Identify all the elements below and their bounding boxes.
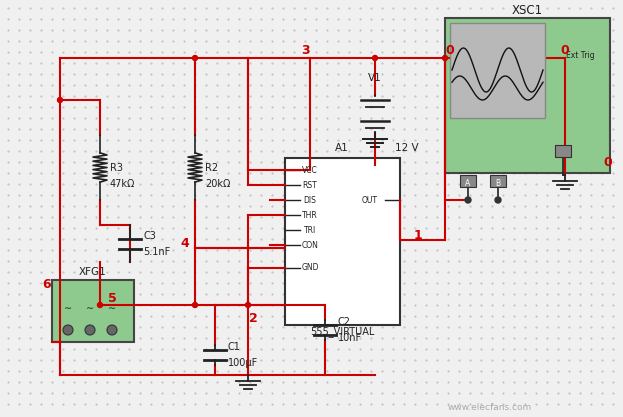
Text: TRI: TRI (304, 226, 316, 234)
Text: ∼: ∼ (64, 303, 72, 313)
Text: 0: 0 (561, 43, 569, 56)
Text: 100μF: 100μF (228, 358, 259, 368)
Text: A: A (465, 178, 470, 188)
Bar (285, 158, 400, 325)
Text: RST: RST (303, 181, 317, 189)
Bar (450, 23, 545, 118)
Circle shape (245, 302, 250, 307)
Circle shape (465, 197, 471, 203)
Circle shape (107, 325, 117, 335)
Circle shape (57, 98, 62, 103)
Circle shape (98, 302, 103, 307)
Circle shape (193, 302, 197, 307)
Bar (555, 145, 571, 157)
Text: C1: C1 (228, 342, 241, 352)
Text: 12 V: 12 V (395, 143, 419, 153)
Text: DIS: DIS (303, 196, 316, 204)
Text: www.elecfans.com: www.elecfans.com (448, 404, 532, 412)
Text: 20kΩ: 20kΩ (205, 178, 231, 188)
Text: ∼: ∼ (108, 303, 116, 313)
Text: VCC: VCC (302, 166, 318, 174)
Text: 10nF: 10nF (338, 333, 362, 343)
Text: 47kΩ: 47kΩ (110, 178, 135, 188)
Text: 555_VIRTUAL: 555_VIRTUAL (310, 327, 374, 337)
Text: 5: 5 (108, 291, 117, 304)
Text: R3: R3 (110, 163, 123, 173)
Text: C2: C2 (338, 317, 351, 327)
Text: 2: 2 (249, 311, 257, 324)
Text: 6: 6 (43, 279, 51, 291)
Text: Ext Trig: Ext Trig (566, 50, 594, 60)
Text: OUT: OUT (362, 196, 378, 204)
Text: XSC1: XSC1 (511, 3, 543, 17)
Bar (52, 280, 134, 342)
Circle shape (495, 197, 501, 203)
Bar (490, 175, 506, 187)
Text: 0: 0 (604, 156, 612, 168)
Text: C3: C3 (143, 231, 156, 241)
Text: THR: THR (302, 211, 318, 219)
Text: 3: 3 (301, 43, 309, 56)
Text: 5.1nF: 5.1nF (143, 246, 170, 256)
Text: GND: GND (302, 264, 319, 272)
Circle shape (193, 55, 197, 60)
Text: 0: 0 (445, 43, 454, 56)
Circle shape (373, 55, 378, 60)
Circle shape (85, 325, 95, 335)
Text: XFG1: XFG1 (79, 267, 107, 277)
Bar (445, 18, 610, 173)
Circle shape (442, 55, 447, 60)
Text: ∼: ∼ (86, 303, 94, 313)
Circle shape (63, 325, 73, 335)
Text: V1: V1 (368, 73, 382, 83)
Text: 4: 4 (181, 236, 189, 249)
Bar (460, 175, 476, 187)
Text: CON: CON (302, 241, 318, 249)
Text: B: B (495, 178, 500, 188)
Text: R2: R2 (205, 163, 218, 173)
Text: A1: A1 (335, 143, 349, 153)
Text: 1: 1 (414, 229, 422, 241)
